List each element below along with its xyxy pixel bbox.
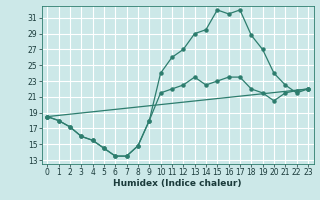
X-axis label: Humidex (Indice chaleur): Humidex (Indice chaleur) (113, 179, 242, 188)
